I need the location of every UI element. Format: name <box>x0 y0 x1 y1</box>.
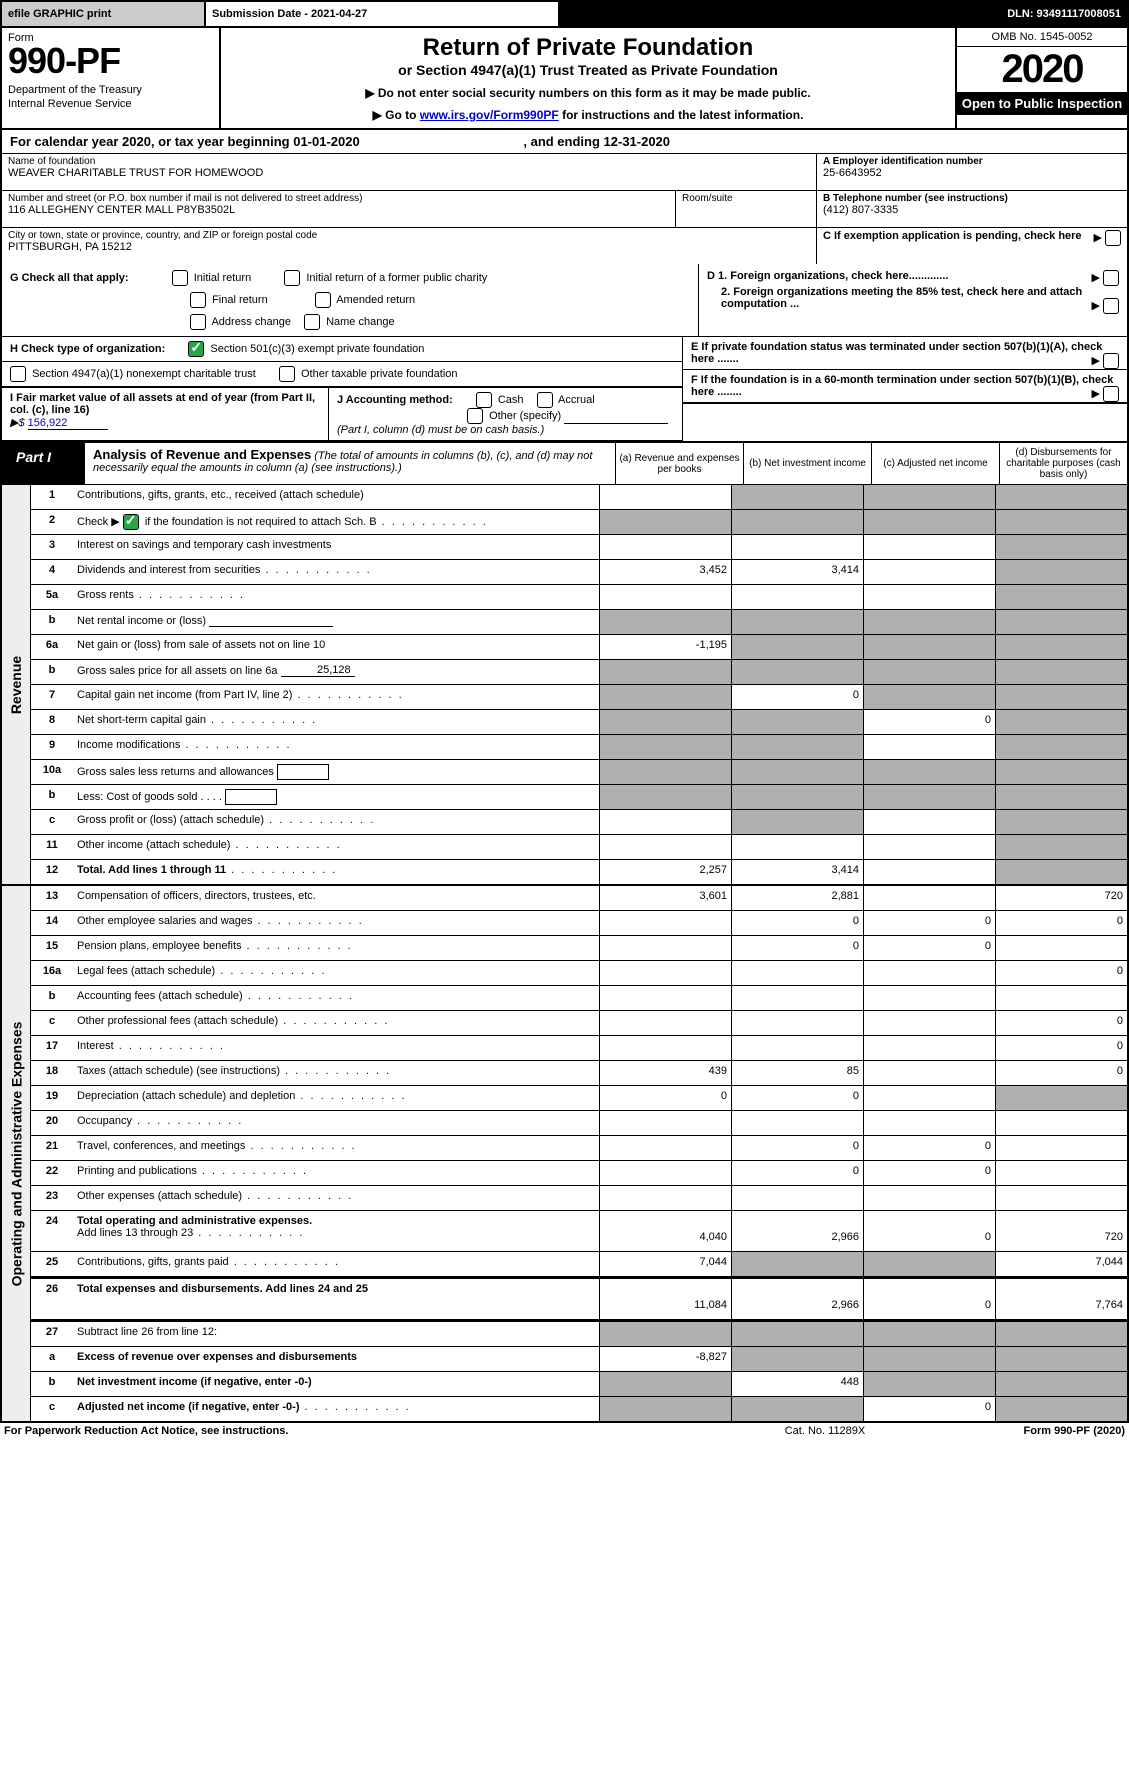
title-box: Return of Private Foundation or Section … <box>221 28 955 128</box>
room-cell: Room/suite <box>676 191 816 228</box>
checkbox-f[interactable] <box>1103 386 1119 402</box>
checkbox-e[interactable] <box>1103 353 1119 369</box>
part1-desc: Analysis of Revenue and Expenses (The to… <box>85 443 616 484</box>
form-number-box: Form 990-PF Department of the Treasury I… <box>2 28 221 128</box>
dept-treasury: Department of the Treasury <box>8 84 213 96</box>
section-f: F If the foundation is in a 60-month ter… <box>683 370 1127 404</box>
col-a-header: (a) Revenue and expenses per books <box>616 443 744 484</box>
irs-label: Internal Revenue Service <box>8 98 213 110</box>
checkbox-other-taxable[interactable] <box>279 366 295 382</box>
col-d-header: (d) Disbursements for charitable purpose… <box>1000 443 1127 484</box>
tax-year: 2020 <box>957 47 1127 92</box>
checkbox-sch-b[interactable] <box>123 514 139 530</box>
section-g: G Check all that apply: Initial return I… <box>0 264 1129 337</box>
checkbox-c[interactable] <box>1105 230 1121 246</box>
top-bar: efile GRAPHIC print Submission Date - 20… <box>0 0 1129 28</box>
footer-center: Cat. No. 11289X <box>725 1425 925 1437</box>
exemption-pending-cell: C If exemption application is pending, c… <box>817 228 1127 264</box>
footer-left: For Paperwork Reduction Act Notice, see … <box>4 1425 725 1437</box>
omb-number: OMB No. 1545-0052 <box>957 28 1127 47</box>
section-j: J Accounting method: Cash Accrual Other … <box>329 388 682 440</box>
form-link[interactable]: www.irs.gov/Form990PF <box>420 108 559 122</box>
form-note-2: ▶ Go to www.irs.gov/Form990PF for instru… <box>229 108 947 122</box>
checkbox-501c3[interactable] <box>188 341 204 357</box>
footer-right: Form 990-PF (2020) <box>925 1425 1125 1437</box>
checkbox-address-change[interactable] <box>190 314 206 330</box>
col-b-header: (b) Net investment income <box>744 443 872 484</box>
year-box: OMB No. 1545-0052 2020 Open to Public In… <box>955 28 1127 128</box>
section-h: H Check type of organization: Section 50… <box>0 337 1129 441</box>
checkbox-initial-return-public[interactable] <box>284 270 300 286</box>
ein-cell: A Employer identification number 25-6643… <box>817 154 1127 191</box>
form-note-1: ▶ Do not enter social security numbers o… <box>229 86 947 100</box>
checkbox-name-change[interactable] <box>304 314 320 330</box>
checkbox-other-method[interactable] <box>467 408 483 424</box>
foundation-name-cell: Name of foundation WEAVER CHARITABLE TRU… <box>2 154 816 191</box>
checkbox-4947a1[interactable] <box>10 366 26 382</box>
part1-header: Part I Analysis of Revenue and Expenses … <box>0 441 1129 485</box>
section-e: E If private foundation status was termi… <box>683 337 1127 370</box>
efile-label: efile GRAPHIC print <box>2 2 206 26</box>
checkbox-initial-return[interactable] <box>172 270 188 286</box>
expenses-side-label: Operating and Administrative Expenses <box>2 886 31 1421</box>
form-header: Form 990-PF Department of the Treasury I… <box>0 28 1129 130</box>
form-subtitle: or Section 4947(a)(1) Trust Treated as P… <box>229 62 947 78</box>
revenue-section: Revenue 1Contributions, gifts, grants, e… <box>0 485 1129 886</box>
section-i: I Fair market value of all assets at end… <box>2 388 329 440</box>
city-cell: City or town, state or province, country… <box>2 228 816 264</box>
address-cell: Number and street (or P.O. box number if… <box>2 191 675 228</box>
form-title: Return of Private Foundation <box>229 34 947 62</box>
revenue-side-label: Revenue <box>2 485 31 884</box>
checkbox-cash[interactable] <box>476 392 492 408</box>
page-footer: For Paperwork Reduction Act Notice, see … <box>0 1423 1129 1439</box>
open-to-public: Open to Public Inspection <box>957 92 1127 115</box>
col-c-header: (c) Adjusted net income <box>872 443 1000 484</box>
checkbox-final-return[interactable] <box>190 292 206 308</box>
expenses-section: Operating and Administrative Expenses 13… <box>0 886 1129 1423</box>
part1-label: Part I <box>2 443 85 484</box>
submission-date: Submission Date - 2021-04-27 <box>206 2 560 26</box>
form-number: 990-PF <box>8 40 213 82</box>
calendar-year-row: For calendar year 2020, or tax year begi… <box>0 130 1129 154</box>
fmv-value: 156,922 <box>28 417 108 430</box>
checkbox-amended-return[interactable] <box>315 292 331 308</box>
checkbox-d1[interactable] <box>1103 270 1119 286</box>
checkbox-accrual[interactable] <box>537 392 553 408</box>
checkbox-d2[interactable] <box>1103 298 1119 314</box>
dln: DLN: 93491117008051 <box>560 2 1127 26</box>
phone-cell: B Telephone number (see instructions) (4… <box>817 191 1127 228</box>
section-d: D 1. Foreign organizations, check here..… <box>699 264 1127 336</box>
info-grid: Name of foundation WEAVER CHARITABLE TRU… <box>0 154 1129 264</box>
